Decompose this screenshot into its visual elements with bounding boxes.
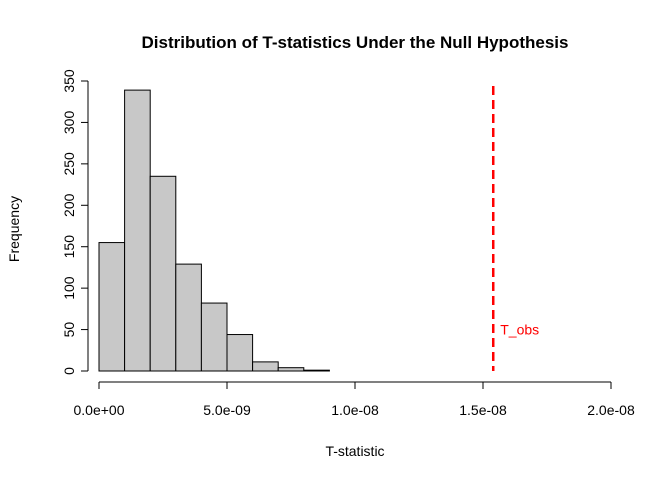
x-tick-label: 0.0e+00 <box>74 402 125 418</box>
x-tick-label: 1.5e-08 <box>459 402 507 418</box>
x-tick-label: 1.0e-08 <box>331 402 379 418</box>
histogram-bar-2 <box>124 89 151 372</box>
histogram-bar-1 <box>98 242 126 372</box>
histogram-bar-7 <box>252 361 279 372</box>
histogram-bar-5 <box>200 302 228 372</box>
y-tick-label: 350 <box>61 69 77 93</box>
y-tick-label: 0 <box>61 367 77 375</box>
y-tick-label: 300 <box>61 111 77 135</box>
y-tick-label: 150 <box>61 235 77 259</box>
x-tick-label: 2.0e-08 <box>587 402 635 418</box>
x-axis: 0.0e+00 5.0e-09 1.0e-08 1.5e-08 2.0e-08 <box>74 381 635 418</box>
y-axis-label: Frequency <box>6 196 22 262</box>
x-tick-label: 5.0e-09 <box>203 402 251 418</box>
chart-title: Distribution of T-statistics Under the N… <box>142 33 569 52</box>
histogram-bar-6 <box>226 334 254 372</box>
histogram-bar-9 <box>303 369 330 372</box>
histogram-bars <box>98 89 330 372</box>
reference-line-group: T_obs <box>491 86 539 371</box>
histogram-bar-3 <box>149 175 177 372</box>
histogram-bar-8 <box>277 367 305 372</box>
histogram-bar-4 <box>175 263 202 372</box>
y-axis: 0 50 100 150 200 250 300 350 <box>61 69 89 375</box>
y-tick-label: 100 <box>61 276 77 300</box>
y-tick-label: 50 <box>61 322 77 338</box>
x-axis-label: T-statistic <box>325 443 384 459</box>
y-tick-label: 200 <box>61 193 77 217</box>
y-tick-label: 250 <box>61 152 77 176</box>
observed-t-label: T_obs <box>500 322 539 338</box>
